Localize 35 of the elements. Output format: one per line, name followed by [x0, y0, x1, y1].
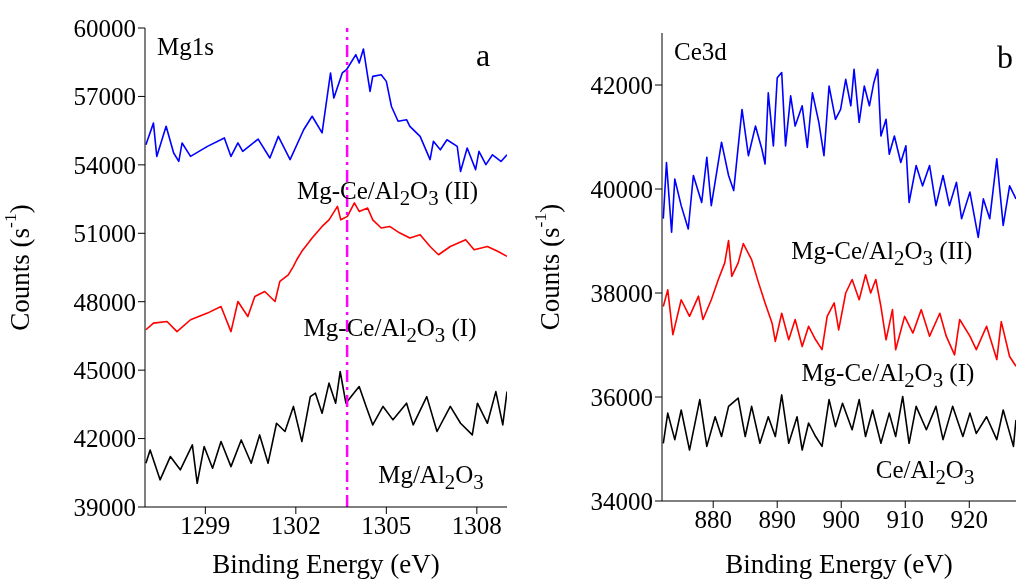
- chart-title: Ce3d: [674, 38, 727, 65]
- y-tick-label: 48000: [73, 288, 136, 316]
- x-tick-label: 910: [886, 505, 925, 533]
- line-series: [662, 68, 1016, 239]
- y-tick-label: 39000: [73, 493, 136, 521]
- annotation: Mg-Ce/Al$_{2}$O$_{3}$ (II): [296, 176, 479, 210]
- annotation: Mg-Ce/Al$_{2}$O$_{3}$ (I): [303, 313, 477, 347]
- x-tick-label: 920: [950, 505, 989, 533]
- chart-title: Mg1s: [157, 33, 214, 60]
- y-tick-label: 40000: [590, 175, 653, 203]
- y-tick-label: 57000: [73, 83, 136, 111]
- y-tick-label: 60000: [73, 14, 136, 42]
- annotation: Ce/Al$_{2}$O$_{3}$: [875, 455, 975, 489]
- y-tick-label: 51000: [73, 220, 136, 248]
- annotation: Mg-Ce/Al$_{2}$O$_{3}$ (II): [791, 236, 973, 270]
- x-tick-label: 1305: [361, 511, 412, 539]
- x-tick-label: 1308: [451, 511, 502, 539]
- y-tick-label: 54000: [73, 151, 136, 179]
- y-tick-label: 42000: [73, 425, 136, 453]
- annotation: a: [475, 36, 491, 73]
- x-tick-label: 900: [822, 505, 860, 533]
- annotation: Mg/Al$_{2}$O$_{3}$: [378, 460, 484, 494]
- x-tick-label: 1299: [180, 511, 231, 539]
- annotation: b: [997, 38, 1014, 75]
- y-tick-label: 42000: [590, 71, 653, 99]
- y-tick-label: 34000: [590, 487, 653, 515]
- x-tick-label: 890: [758, 505, 796, 533]
- x-axis-title: Binding Energy (eV): [725, 549, 953, 579]
- x-tick-label: 880: [694, 505, 732, 533]
- annotation: Mg-Ce/Al$_{2}$O$_{3}$ (I): [801, 358, 975, 392]
- x-tick-label: 1302: [270, 511, 321, 539]
- y-tick-label: 36000: [590, 383, 653, 411]
- y-tick-label: 38000: [590, 279, 653, 307]
- x-axis-title: Binding Energy (eV): [212, 549, 440, 579]
- y-tick-label: 45000: [73, 357, 136, 385]
